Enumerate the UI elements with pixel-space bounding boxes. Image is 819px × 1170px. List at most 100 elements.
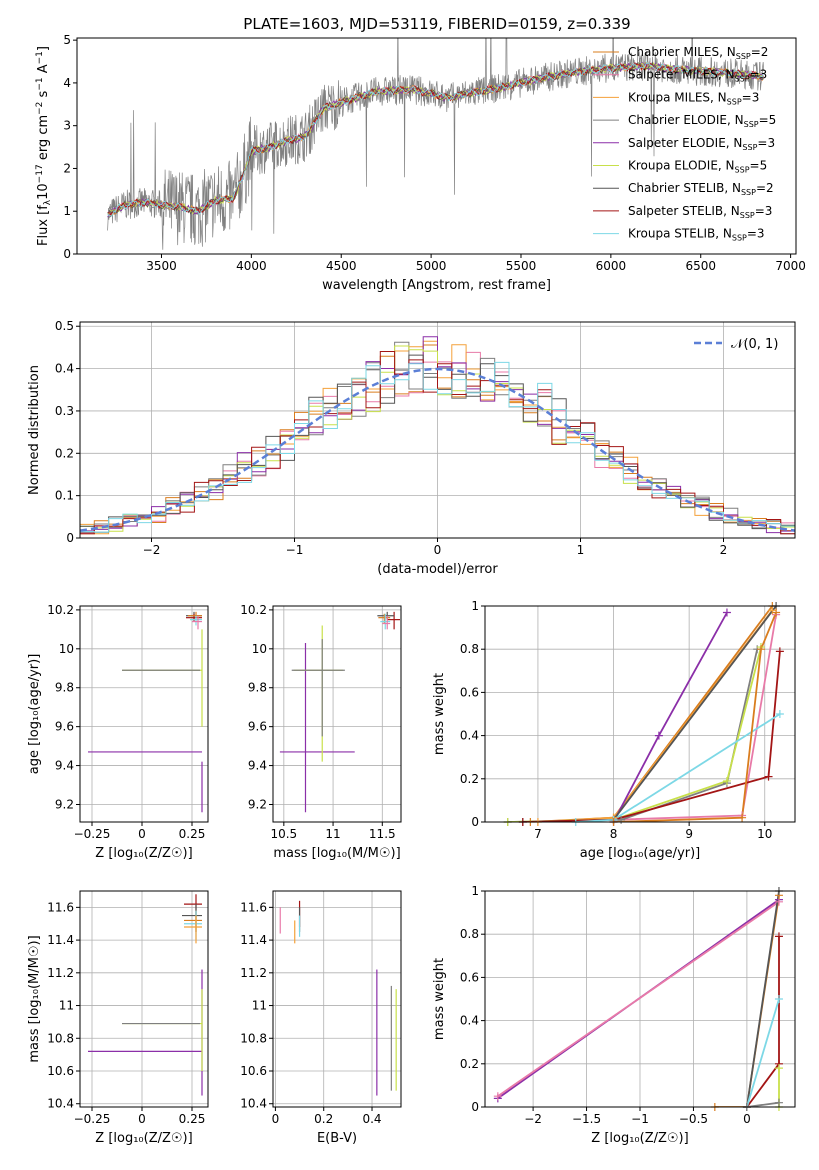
point-marker [654,731,663,740]
x-tick-label: 0.25 [179,1112,206,1126]
panel-age-vs-Z: −0.25 0 0.25 9.2 9.4 9.6 9.8 10 10.2 Z [log₁₀(Z/Z… [27,603,209,861]
axes-frame [272,890,402,1108]
y-tick-label: 1 [471,599,479,613]
y-tick-label: 10.6 [240,1064,267,1078]
y-tick-label: 0.4 [55,362,74,376]
x-tick-label: 11.5 [369,827,396,841]
y-tick-label: 10 [252,642,267,656]
y-tick-label: 11.4 [47,933,74,947]
legend-label: Kroupa MILES, NSSP=3 [628,90,759,106]
x-tick-label: 6500 [685,259,716,273]
panel-residuals: −2 −1 0 1 2 0 0.1 0.2 0.3 0.4 0.5 (data-model)/erro… [27,319,796,577]
y-axis-label: Normed distribution [27,365,42,495]
data-spectrum-line [107,38,764,250]
y-tick-label: 11.2 [240,966,267,980]
cumulative-line [537,609,774,822]
y-tick-label: 11.2 [47,966,74,980]
y-tick-label: 0.5 [55,319,74,333]
cumulative-line [522,606,777,822]
y-tick-label: 10.4 [47,1097,74,1111]
y-tick-label: 9.6 [248,720,267,734]
x-axis-label: (data-model)/error [377,562,498,577]
x-tick-label: 0.4 [362,1112,381,1126]
y-tick-label: 11.4 [240,933,267,947]
y-tick-label: 10.2 [240,603,267,617]
y-tick-label: 10.6 [47,1064,74,1078]
gauss-curve [80,367,795,532]
y-tick-label: 9.2 [55,797,74,811]
legend-label: Chabrier ELODIE, NSSP=5 [628,113,776,129]
x-tick-label: 5500 [506,259,537,273]
x-tick-label: 9 [685,827,693,841]
legend-label: Chabrier MILES, NSSP=2 [628,45,768,61]
x-tick-label: 1 [577,543,585,557]
y-tick-label: 0.6 [460,970,479,984]
y-tick-label: 5 [63,33,71,47]
y-tick-label: 0 [66,531,74,545]
legend-label: Chabrier STELIB, NSSP=2 [628,181,774,197]
plot-area [88,894,203,1096]
x-tick-label: 0 [434,543,442,557]
residual-histogram [80,361,795,533]
x-tick-label: 0 [138,827,146,841]
cumulative-line [522,651,781,822]
x-tick-label: −2 [143,543,161,557]
x-tick-label: 0 [743,1112,751,1126]
x-tick-label: −0.5 [679,1112,708,1126]
x-tick-label: 4000 [236,259,267,273]
cumulative-line [612,612,728,822]
x-tick-label: 5000 [416,259,447,273]
plot-area [279,900,397,1096]
x-axis-label: E(B-V) [317,1131,357,1146]
point-marker [774,995,783,1003]
x-tick-label: 8 [610,827,618,841]
y-tick-label: 11 [59,999,74,1013]
x-axis-label: Z [log₁₀(Z/Z☉)] [591,1131,688,1146]
x-tick-label: 10.5 [270,827,297,841]
y-tick-label: 0.6 [460,685,479,699]
legend-label: Salpeter STELIB, NSSP=3 [628,204,772,220]
plot-area [107,38,764,250]
point-marker [775,647,784,656]
model-spectrum-line [107,62,764,217]
legend-label: Salpeter MILES, NSSP=3 [628,68,767,84]
x-tick-label: −1 [286,543,304,557]
cumulative-line [497,901,780,1097]
y-tick-label: 9.8 [248,681,267,695]
y-tick-label: 9.6 [55,720,74,734]
figure-title: PLATE=1603, MJD=53119, FIBERID=0159, z=0… [243,15,630,33]
x-tick-label: 0 [138,1112,146,1126]
y-tick-label: 0 [471,815,479,829]
axes-frame [79,605,209,823]
y-axis-label: Flux [fλ10−17 erg cm−2 s−1 A−1] [35,46,53,246]
y-axis-label: age [log₁₀(age/yr)] [27,654,42,775]
x-tick-label: 0 [272,1112,280,1126]
legend-label: 𝒩(0, 1) [731,337,778,352]
point-marker [722,608,731,617]
point-marker [738,813,747,822]
x-tick-label: 2 [720,543,728,557]
y-axis-label: mass weight [432,673,447,755]
x-tick-label: 7000 [775,259,806,273]
x-tick-label: 0.2 [314,1112,333,1126]
x-axis-label: mass [log₁₀(M/M☉)] [273,846,400,861]
panel-mass-vs-EBV: 0 0.2 0.4 10.4 10.6 10.8 11 11.2 11.4 11.6 E(B-V) [240,890,402,1146]
y-tick-label: 9.2 [248,797,267,811]
point-marker [775,710,784,718]
x-tick-label: −0.25 [74,827,111,841]
x-tick-label: 7 [534,827,542,841]
y-tick-label: 9.8 [55,681,74,695]
x-tick-label: 10 [757,827,772,841]
y-tick-label: 0.1 [55,489,74,503]
y-tick-label: 0.8 [460,927,479,941]
axes-frame [272,605,402,823]
x-tick-label: 11 [325,827,340,841]
y-tick-label: 10.8 [47,1031,74,1045]
x-tick-label: −2 [524,1112,542,1126]
panel-spectrum: 3500 4000 4500 5000 5500 6000 6500 7000 0 1 2 3 4 5 wa… [35,33,806,293]
y-tick-label: 10.2 [47,603,74,617]
point-marker [617,815,626,824]
y-tick-label: 10.4 [240,1097,267,1111]
cumulative-line [746,936,780,1107]
